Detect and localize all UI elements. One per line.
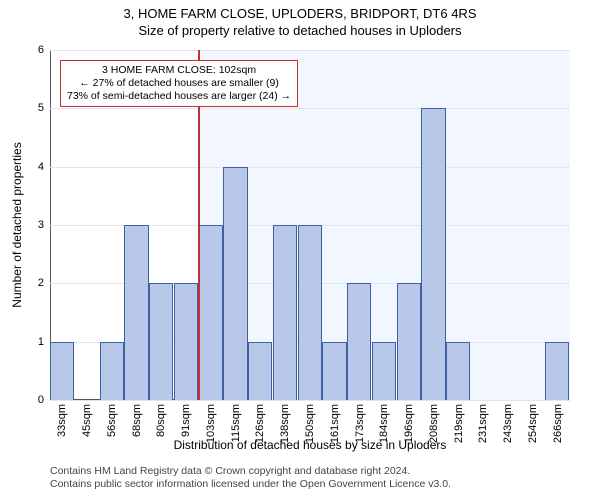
annotation-line3: 73% of semi-detached houses are larger (… <box>67 90 291 103</box>
bar <box>446 342 470 400</box>
x-axis-label: Distribution of detached houses by size … <box>50 438 570 452</box>
bar <box>421 108 445 400</box>
chart-subtitle: Size of property relative to detached ho… <box>0 23 600 38</box>
bar <box>248 342 272 400</box>
x-tick-label: 126sqm <box>254 400 266 443</box>
x-tick-label: 56sqm <box>106 400 118 437</box>
x-tick-label: 161sqm <box>329 400 341 443</box>
x-tick-label: 103sqm <box>205 400 217 443</box>
y-tick-label: 0 <box>38 394 50 406</box>
x-tick-label: 184sqm <box>378 400 390 443</box>
footer-line1: Contains HM Land Registry data © Crown c… <box>50 465 451 479</box>
y-tick-label: 3 <box>38 219 50 231</box>
y-axis-label: Number of detached properties <box>10 50 24 400</box>
x-tick-label: 115sqm <box>230 400 242 442</box>
x-tick-label: 91sqm <box>180 400 192 437</box>
x-tick-label: 150sqm <box>304 400 316 443</box>
bar <box>273 225 297 400</box>
chart-area: 012345633sqm45sqm56sqm68sqm80sqm91sqm103… <box>50 50 570 400</box>
annotation-box: 3 HOME FARM CLOSE: 102sqm ← 27% of detac… <box>60 60 298 107</box>
bar <box>100 342 124 400</box>
bar <box>174 283 198 400</box>
x-tick-label: 45sqm <box>81 400 93 437</box>
x-tick-label: 33sqm <box>56 400 68 437</box>
chart-title-address: 3, HOME FARM CLOSE, UPLODERS, BRIDPORT, … <box>0 6 600 21</box>
x-tick-label: 266sqm <box>552 400 564 443</box>
bar <box>223 167 247 400</box>
x-tick-label: 80sqm <box>155 400 167 437</box>
gridline <box>50 167 570 168</box>
gridline <box>50 108 570 109</box>
x-tick-label: 68sqm <box>131 400 143 437</box>
bar <box>372 342 396 400</box>
bar <box>322 342 346 400</box>
footer-attribution: Contains HM Land Registry data © Crown c… <box>50 465 451 492</box>
bar <box>298 225 322 400</box>
x-tick-label: 208sqm <box>428 400 440 443</box>
bar <box>347 283 371 400</box>
bar <box>149 283 173 400</box>
x-tick-label: 219sqm <box>453 400 465 443</box>
x-tick-label: 138sqm <box>279 400 291 443</box>
y-tick-label: 1 <box>38 336 50 348</box>
y-tick-label: 2 <box>38 277 50 289</box>
bar <box>397 283 421 400</box>
bar <box>199 225 223 400</box>
x-tick-label: 243sqm <box>502 400 514 443</box>
x-tick-label: 173sqm <box>354 400 366 443</box>
y-tick-label: 5 <box>38 102 50 114</box>
y-tick-label: 6 <box>38 44 50 56</box>
annotation-line1: 3 HOME FARM CLOSE: 102sqm <box>67 64 291 77</box>
bar <box>124 225 148 400</box>
bar <box>545 342 569 400</box>
footer-line2: Contains public sector information licen… <box>50 478 451 492</box>
annotation-line2: ← 27% of detached houses are smaller (9) <box>67 77 291 90</box>
bar <box>50 342 74 400</box>
y-tick-label: 4 <box>38 161 50 173</box>
gridline <box>50 50 570 51</box>
x-tick-label: 254sqm <box>527 400 539 443</box>
x-tick-label: 196sqm <box>403 400 415 443</box>
x-tick-label: 231sqm <box>477 400 489 443</box>
